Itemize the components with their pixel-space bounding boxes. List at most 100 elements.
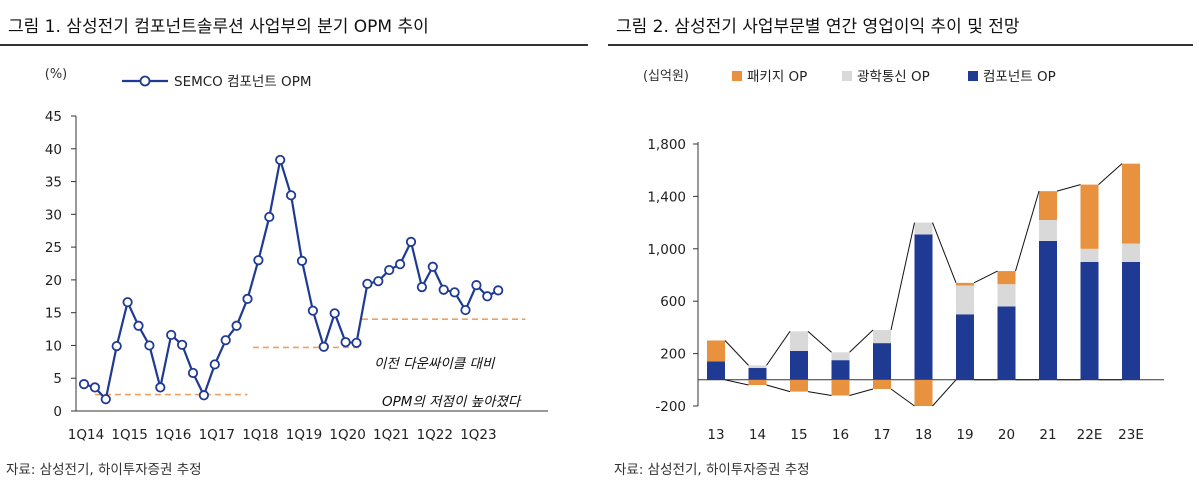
data-point — [307, 305, 318, 316]
y-axis-unit: (십억원) — [643, 69, 689, 84]
connector-line — [766, 331, 791, 366]
data-point — [220, 335, 231, 346]
data-point — [100, 394, 111, 405]
data-point — [384, 264, 395, 276]
bar-segment — [748, 379, 767, 386]
bar-segment — [997, 306, 1016, 380]
title-divider — [0, 44, 588, 46]
x-tick-label: 1Q20 — [329, 427, 365, 443]
y-tick-label: 25 — [45, 240, 62, 256]
connector-line — [932, 222, 957, 284]
data-point — [275, 154, 286, 166]
x-tick-label: 1Q14 — [68, 427, 104, 443]
data-point — [318, 341, 329, 352]
data-point — [438, 284, 449, 295]
bar-segment — [831, 379, 850, 396]
annotation-line-1: 이전 다운싸이클 대비 — [374, 356, 496, 372]
x-tick-label: 14 — [749, 427, 766, 443]
data-point — [362, 278, 373, 289]
data-point — [111, 340, 122, 352]
data-point — [78, 379, 90, 390]
legend-marker — [139, 75, 151, 87]
bar-segment — [1039, 191, 1057, 220]
data-point — [133, 320, 144, 331]
data-point — [329, 308, 340, 319]
connector-line — [1015, 191, 1040, 272]
connector-line — [807, 330, 832, 353]
bar-segment — [914, 234, 933, 380]
bar-segment — [873, 379, 891, 389]
connector-line — [932, 379, 957, 407]
x-tick-label: 1Q16 — [155, 427, 191, 443]
bar-segment — [956, 282, 974, 286]
data-point — [285, 190, 297, 201]
data-point — [460, 304, 471, 316]
data-point — [493, 285, 504, 296]
data-point — [187, 367, 199, 379]
data-point — [340, 337, 351, 348]
x-tick-label: 18 — [915, 427, 932, 443]
bar-segment — [914, 379, 933, 406]
bar-segment — [831, 360, 850, 380]
bar-segment — [1122, 243, 1140, 262]
bar-segment — [997, 271, 1016, 285]
x-tick-label: 1Q18 — [242, 427, 278, 443]
bar-segment — [914, 222, 933, 235]
y-tick-label: 0 — [53, 404, 62, 420]
data-point — [296, 255, 308, 266]
bar-segment — [1039, 219, 1057, 241]
y-tick-label: 30 — [45, 207, 62, 223]
y-tick-label: 1,000 — [647, 242, 686, 258]
data-point — [416, 282, 427, 293]
op-stacked-bar-chart: (십억원) 패키지 OP 광학통신 OP 컴포넌트 OP -200 200 600 1,000… — [643, 69, 1164, 443]
bar-segment — [790, 331, 808, 351]
bar-segment — [1080, 248, 1099, 262]
y-tick-label: 15 — [45, 306, 62, 322]
bar-segment — [790, 379, 808, 392]
x-tick-label: 23E — [1118, 427, 1144, 443]
legend-swatch — [842, 71, 852, 81]
x-tick-label: 13 — [707, 427, 724, 443]
connector-line — [849, 329, 874, 353]
data-point — [373, 276, 384, 287]
source-note: 자료: 삼성전기, 하이투자증권 추정 — [6, 462, 202, 478]
connector-line — [1056, 184, 1081, 192]
chart-title: 그림 2. 삼성전기 사업부문별 연간 영업이익 추이 및 전망 — [616, 17, 1020, 37]
bar-segment — [748, 368, 767, 380]
bar-segment — [1122, 163, 1140, 244]
x-tick-label: 1Q15 — [111, 427, 147, 443]
data-point — [351, 337, 362, 348]
op-bar-chart-panel: 그림 2. 삼성전기 사업부문별 연간 영업이익 추이 및 전망 (십억원) 패키… — [608, 0, 1199, 494]
y-tick-label: 10 — [45, 338, 62, 354]
connector-line — [973, 270, 998, 284]
data-point — [89, 382, 101, 393]
x-tick-label: 1Q22 — [417, 427, 453, 443]
x-tick-label: 16 — [832, 427, 849, 443]
data-point — [482, 291, 493, 302]
x-tick-label: 22E — [1077, 427, 1103, 443]
y-tick-label: 600 — [660, 294, 686, 310]
y-tick-label: 1,400 — [647, 189, 686, 205]
data-point — [166, 329, 177, 341]
opm-line-chart: (%) 0 5 10 15 20 25 30 35 40 45 1Q14 1Q15 1Q16 1Q17 1Q1… — [45, 67, 548, 443]
y-tick-label: 5 — [53, 371, 62, 387]
data-point — [177, 339, 188, 350]
legend-label: 패키지 OP — [747, 69, 807, 85]
bar-segment — [873, 330, 891, 344]
bar-segment — [748, 365, 767, 369]
y-tick-label: -200 — [655, 399, 686, 415]
x-tick-label: 1Q19 — [286, 427, 322, 443]
bar-segment — [873, 343, 891, 380]
y-tick-label: 40 — [45, 142, 62, 158]
source-note: 자료: 삼성전기, 하이투자증권 추정 — [614, 462, 810, 478]
data-point — [471, 280, 482, 291]
bar-segment — [956, 314, 974, 380]
data-point — [209, 359, 220, 370]
y-tick-label: 45 — [45, 109, 62, 125]
title-divider — [608, 44, 1193, 46]
data-point — [242, 293, 253, 304]
bar-segment — [1122, 261, 1140, 380]
bar-segment — [1080, 184, 1099, 249]
legend-label: SEMCO 컴포넌트 OPM — [174, 74, 311, 90]
connector-line — [807, 391, 832, 397]
